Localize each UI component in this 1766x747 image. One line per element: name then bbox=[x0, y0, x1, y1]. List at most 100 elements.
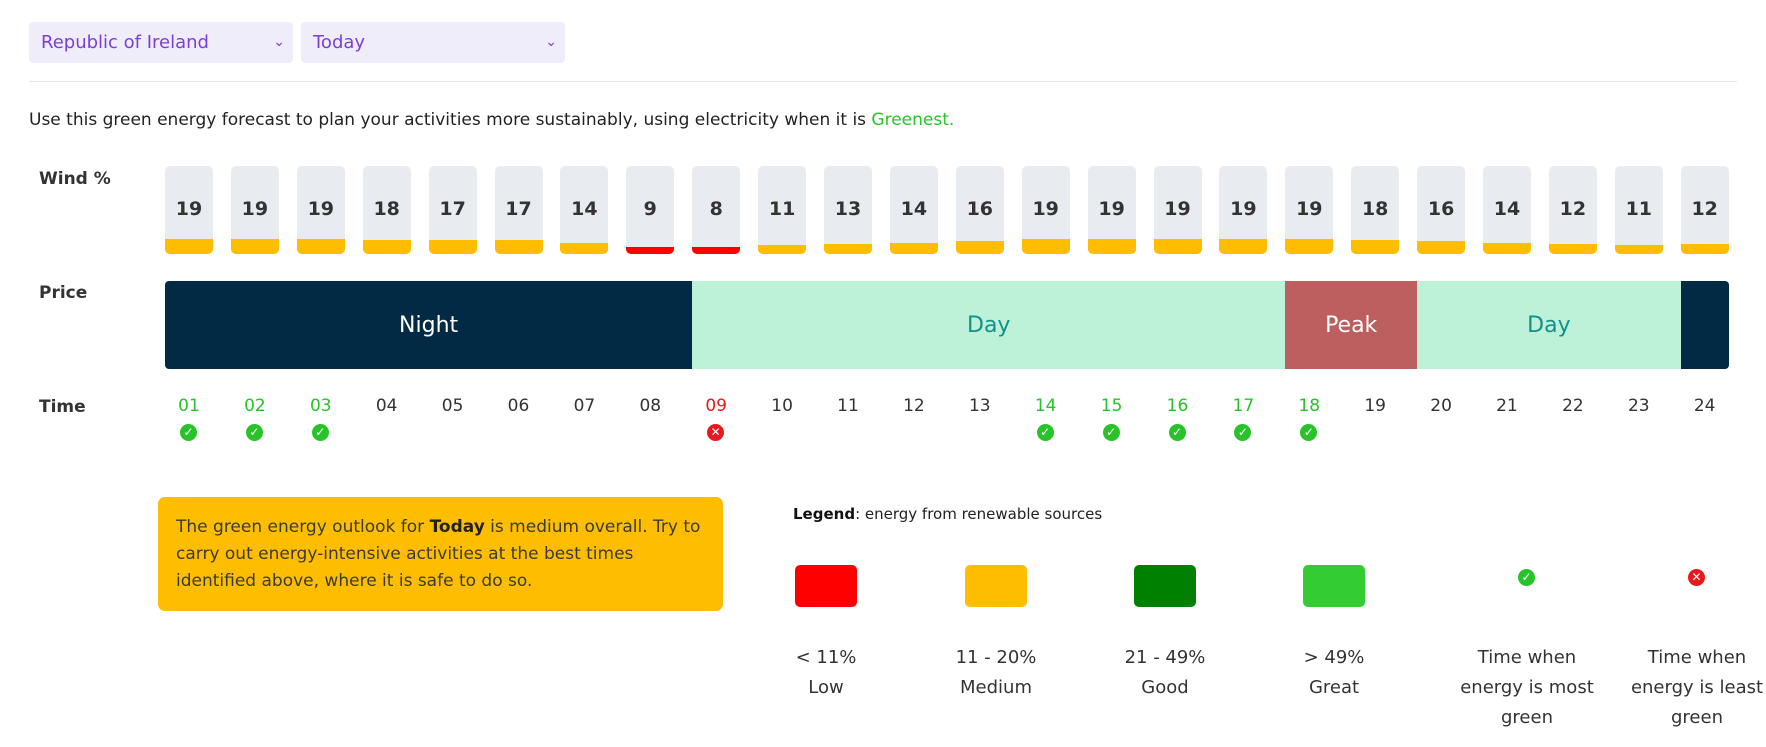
wind-value: 16 bbox=[966, 198, 994, 220]
wind-value: 14 bbox=[1493, 198, 1521, 220]
legend-range: < 11% bbox=[795, 647, 857, 668]
outlook-day: Today bbox=[429, 517, 485, 537]
legend-title-rest: : energy from renewable sources bbox=[855, 505, 1103, 523]
wind-value: 19 bbox=[307, 198, 335, 220]
wind-level-bar bbox=[165, 239, 213, 254]
wind-card: 8 bbox=[692, 166, 741, 254]
legend-title-bold: Legend bbox=[793, 505, 856, 523]
wind-level-bar bbox=[1548, 244, 1597, 254]
intro-highlight: Greenest. bbox=[871, 110, 955, 130]
time-label: 12 bbox=[903, 396, 925, 416]
wind-value: 9 bbox=[643, 198, 657, 220]
wind-card: 14 bbox=[1483, 166, 1531, 254]
wind-card: 19 bbox=[165, 166, 213, 254]
legend-range: 11 - 20% bbox=[955, 647, 1037, 668]
time-label: 08 bbox=[639, 396, 662, 416]
wind-value: 13 bbox=[834, 198, 862, 220]
wind-card: 19 bbox=[1219, 166, 1268, 254]
time-label: 11 bbox=[837, 396, 859, 416]
wind-card: 14 bbox=[560, 166, 609, 254]
wind-column: 14 bbox=[1483, 166, 1531, 254]
wind-column: 9 bbox=[626, 166, 675, 254]
price-segment-night bbox=[1680, 281, 1729, 369]
time-label: 06 bbox=[507, 396, 530, 416]
legend-least-green-text: Time when energy is least green bbox=[1630, 647, 1764, 728]
legend-swatch bbox=[965, 565, 1027, 607]
check-circle-icon: ✓ bbox=[311, 424, 329, 441]
wind-value: 11 bbox=[768, 198, 796, 220]
wind-level-bar bbox=[296, 239, 345, 254]
wind-column: 11 bbox=[758, 166, 807, 254]
x-circle-icon: ✕ bbox=[707, 424, 725, 441]
region-select[interactable]: Republic of Ireland ⌄ bbox=[29, 22, 293, 63]
time-label: 03 bbox=[309, 396, 332, 416]
time-label: 16 bbox=[1166, 396, 1189, 416]
wind-value: 19 bbox=[175, 198, 203, 220]
legend-level-name: Medium bbox=[960, 677, 1032, 698]
time-label: 13 bbox=[968, 396, 991, 416]
time-label: 21 bbox=[1496, 396, 1518, 416]
wind-level-bar bbox=[1483, 243, 1531, 254]
wind-level-bar bbox=[824, 244, 872, 254]
check-circle-icon: ✓ bbox=[1234, 424, 1252, 441]
wind-column: 16 bbox=[1417, 166, 1466, 254]
time-label: 24 bbox=[1693, 396, 1716, 416]
wind-column: 12 bbox=[1548, 166, 1597, 254]
price-segment-peak: Peak bbox=[1285, 281, 1418, 369]
wind-card: 19 bbox=[296, 166, 345, 254]
wind-column: 19 bbox=[1219, 166, 1268, 254]
wind-card: 13 bbox=[824, 166, 872, 254]
wind-card: 17 bbox=[494, 166, 543, 254]
day-select[interactable]: Today ⌄ bbox=[301, 22, 565, 63]
price-row-label: Price bbox=[39, 283, 88, 303]
time-label: 17 bbox=[1232, 396, 1255, 416]
wind-card: 19 bbox=[1087, 166, 1136, 254]
legend-label: 11 - 20% Medium bbox=[921, 643, 1071, 703]
wind-value: 18 bbox=[1361, 198, 1389, 220]
wind-level-bar bbox=[758, 245, 807, 254]
wind-card: 18 bbox=[362, 166, 411, 254]
legend-swatch bbox=[795, 565, 857, 607]
wind-card: 11 bbox=[1614, 166, 1663, 254]
check-circle-icon: ✓ bbox=[1102, 424, 1120, 441]
time-label: 02 bbox=[244, 396, 266, 416]
wind-level-bar bbox=[955, 241, 1004, 254]
wind-card: 16 bbox=[955, 166, 1004, 254]
time-label: 04 bbox=[375, 396, 398, 416]
check-circle-icon: ✓ bbox=[180, 424, 197, 441]
wind-card: 11 bbox=[758, 166, 807, 254]
check-circle-icon: ✓ bbox=[1518, 569, 1535, 586]
wind-card: 16 bbox=[1417, 166, 1466, 254]
wind-card: 14 bbox=[889, 166, 938, 254]
time-label: 14 bbox=[1034, 396, 1057, 416]
check-circle-icon: ✓ bbox=[1168, 424, 1186, 441]
wind-card: 19 bbox=[1021, 166, 1070, 254]
legend-level-name: Great bbox=[1308, 677, 1360, 698]
wind-column: 18 bbox=[1351, 166, 1400, 254]
time-label: 10 bbox=[771, 396, 793, 416]
wind-column: 19 bbox=[1021, 166, 1070, 254]
wind-card: 12 bbox=[1680, 166, 1729, 254]
region-select-value: Republic of Ireland bbox=[41, 32, 209, 53]
wind-column: 14 bbox=[889, 166, 938, 254]
outlook-suffix: is medium overall. Try to carry out ener… bbox=[176, 517, 701, 591]
wind-row-label: Wind % bbox=[39, 169, 111, 189]
time-label: 07 bbox=[573, 396, 596, 416]
wind-column: 19 bbox=[1285, 166, 1334, 254]
wind-level-bar bbox=[889, 243, 938, 254]
chevron-down-icon: ⌄ bbox=[273, 34, 285, 50]
wind-card: 19 bbox=[1285, 166, 1334, 254]
wind-level-bar bbox=[1021, 239, 1070, 254]
legend-range: > 49% bbox=[1303, 647, 1365, 668]
wind-level-bar bbox=[1351, 240, 1400, 254]
price-segment-day: Day bbox=[1417, 281, 1681, 369]
wind-column: 18 bbox=[362, 166, 411, 254]
wind-value: 19 bbox=[1296, 198, 1323, 220]
wind-level-bar bbox=[1153, 239, 1202, 254]
check-circle-icon: ✓ bbox=[245, 424, 263, 441]
wind-column: 16 bbox=[955, 166, 1004, 254]
x-circle-icon: ✕ bbox=[1688, 569, 1705, 586]
wind-level-bar bbox=[362, 240, 411, 254]
wind-column: 19 bbox=[296, 166, 345, 254]
time-label: 01 bbox=[178, 396, 200, 416]
